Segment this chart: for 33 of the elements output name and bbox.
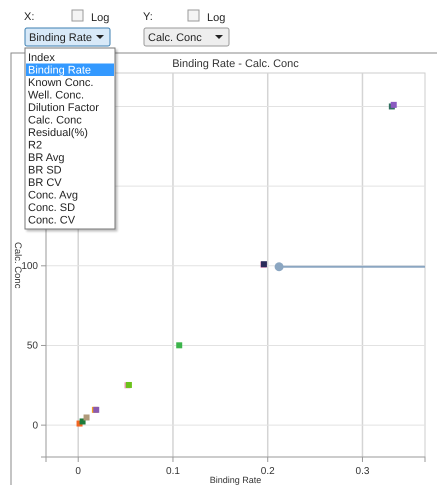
y-axis-title: Calc. Conc: [12, 242, 23, 289]
text: R2: [28, 140, 42, 152]
text: Log: [91, 12, 110, 24]
chart-title: Binding Rate - Calc. Conc: [172, 58, 300, 70]
annotation: BR Avg: [28, 152, 64, 164]
annotation: Conc. SD: [28, 202, 76, 214]
y-tick-label: 50: [26, 340, 38, 352]
y-tick-label: 100: [21, 260, 38, 272]
text: Log: [207, 12, 226, 24]
annotation: Binding Rate: [28, 64, 91, 76]
annotation: Residual(%): [28, 127, 88, 139]
annotation: Conc. CV: [28, 214, 76, 226]
x-tick-label: 0.2: [260, 466, 276, 477]
text: Calc. Conc: [148, 32, 202, 44]
annotation: Conc. Avg: [28, 190, 78, 202]
x-tick-label: 0.3: [356, 466, 370, 477]
y-tick-label: 0: [32, 420, 38, 432]
x-tick-label: 0: [75, 466, 82, 477]
point: [84, 414, 90, 420]
text: Y:: [143, 11, 153, 23]
annotation: BR SD: [28, 164, 62, 176]
annotation: Known Conc.: [28, 77, 94, 89]
annotation: BR CV: [28, 177, 62, 189]
text: Binding Rate: [29, 32, 92, 44]
annotation: Well. Conc.: [28, 90, 84, 102]
annotation: Calc. Conc: [28, 114, 82, 126]
text: X:: [24, 11, 34, 23]
text: Index: [28, 52, 56, 64]
annotation: Dilution Factor: [28, 102, 100, 114]
x-axis-title: Binding Rate: [210, 475, 262, 485]
x-tick-label: 0.1: [166, 466, 180, 477]
point: [176, 342, 182, 348]
point: [274, 262, 284, 272]
